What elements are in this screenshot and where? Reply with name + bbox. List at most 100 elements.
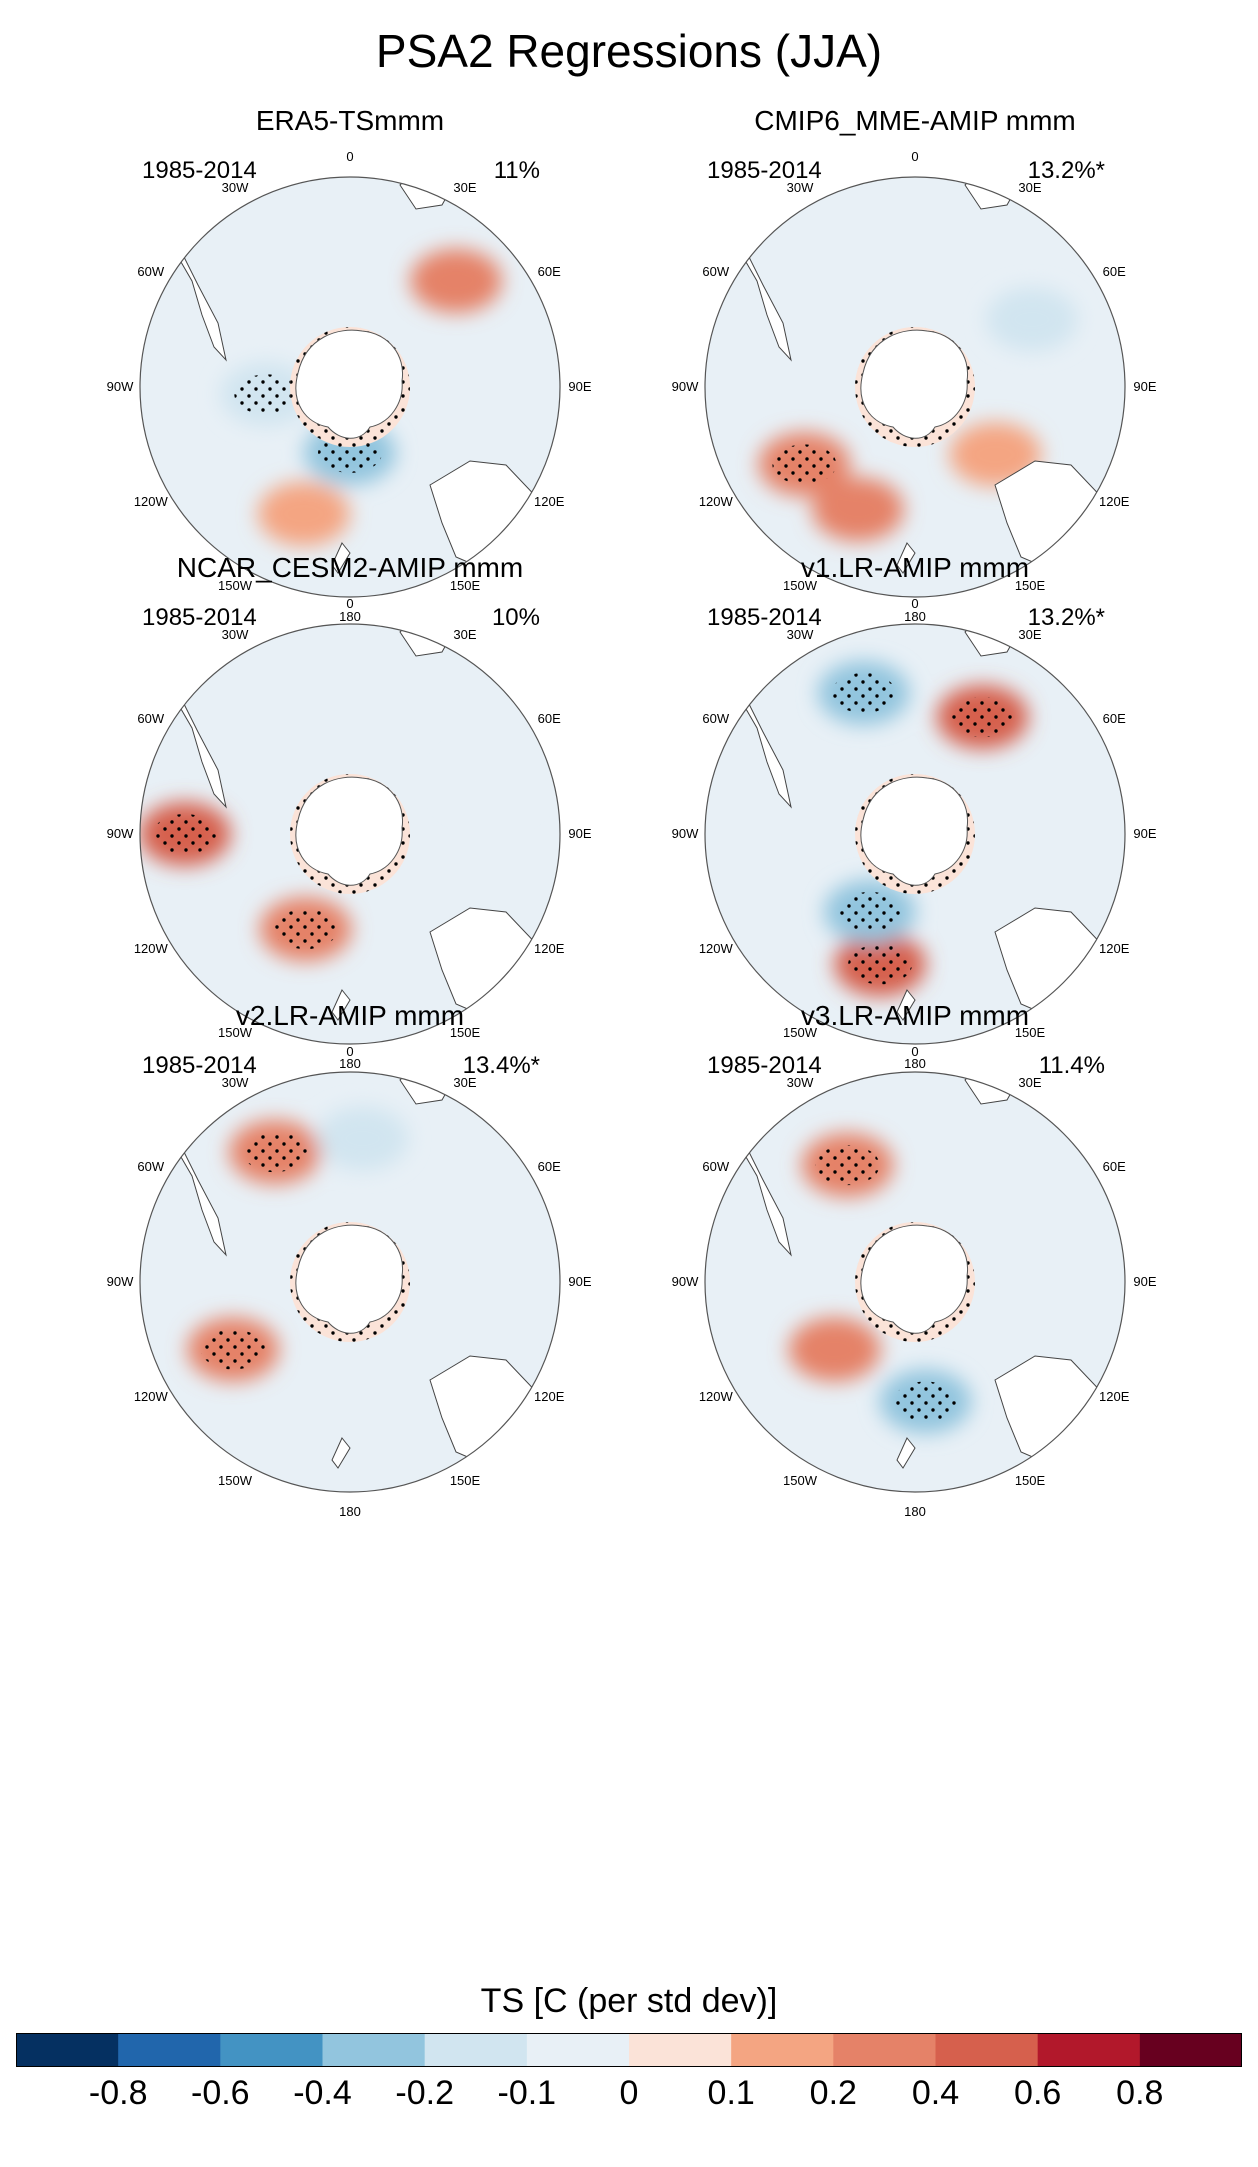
longitude-label: 90W <box>107 826 134 841</box>
longitude-label: 30W <box>222 627 249 642</box>
longitude-label: 30E <box>453 180 476 195</box>
longitude-label: 180 <box>904 1056 926 1071</box>
map-border <box>704 623 1126 1045</box>
anomaly-region <box>257 481 350 546</box>
longitude-label: 150W <box>218 1025 253 1040</box>
significance-stipple <box>234 374 299 415</box>
anomaly-region <box>788 1317 881 1382</box>
longitude-label: 60E <box>538 711 561 726</box>
colorbar-segment <box>935 2033 1039 2067</box>
colorbar-tick-label: 0.2 <box>809 2074 857 2112</box>
colorbar-tick-label: -0.1 <box>497 2074 557 2112</box>
panel-title: v3.LR-AMIP mmm <box>800 1000 1030 1031</box>
longitude-label: 90E <box>568 379 591 394</box>
longitude-label: 90W <box>107 1274 134 1289</box>
significance-stipple <box>772 444 837 485</box>
longitude-label: 30E <box>453 627 476 642</box>
longitude-label: 90W <box>672 379 699 394</box>
map-panel: 0 30E 60E 90E 120E 150E 180 150W 120W 90W 60W 30W ER… <box>70 105 630 665</box>
polar-map: 0 30E 60E 90E 120E 150E 180 150W 120W 90W 60W 30W <box>672 1044 1157 1519</box>
panel-variance-explained: 11.4% <box>1038 1052 1105 1079</box>
colorbar-tick-label: 0 <box>619 2074 639 2112</box>
longitude-label: 120W <box>699 494 734 509</box>
longitude-label: 90E <box>568 826 591 841</box>
longitude-label: 180 <box>339 1504 361 1519</box>
map-panel: 0 30E 60E 90E 120E 150E 180 150W 120W 90W 60W 30W v2… <box>70 1000 630 1560</box>
longitude-label: 120E <box>1099 494 1130 509</box>
colorbar-tick-label: -0.4 <box>293 2074 352 2112</box>
longitude-label: 30W <box>787 1075 814 1090</box>
longitude-label: 60E <box>538 264 561 279</box>
significance-stipple <box>950 697 1015 738</box>
colorbar-segment <box>424 2033 528 2067</box>
colorbar-segment <box>16 2033 119 2067</box>
longitude-label: 120E <box>534 1389 565 1404</box>
longitude-label: 150E <box>450 1473 481 1488</box>
longitude-label: 0 <box>911 149 918 164</box>
polar-map: 0 30E 60E 90E 120E 150E 180 150W 120W 90W 60W 30W <box>107 1044 592 1519</box>
new-zealand-landmass <box>896 1437 916 1469</box>
significance-stipple <box>273 909 338 950</box>
longitude-label: 30E <box>1018 180 1041 195</box>
longitude-label: 60E <box>538 1159 561 1174</box>
panel-variance-explained: 11% <box>493 157 540 184</box>
longitude-label: 60W <box>137 711 164 726</box>
antarctica-landmass <box>860 329 969 439</box>
polar-map: 0 30E 60E 90E 120E 150E 180 150W 120W 90W 60W 30W <box>672 596 1157 1071</box>
longitude-label: 60W <box>702 1159 729 1174</box>
longitude-label: 30E <box>453 1075 476 1090</box>
longitude-label: 120W <box>699 941 734 956</box>
significance-stipple <box>201 1329 266 1370</box>
polar-map: 0 30E 60E 90E 120E 150E 180 150W 120W 90W 60W 30W <box>107 149 592 624</box>
longitude-label: 60E <box>1103 264 1126 279</box>
antarctica-landmass <box>860 776 969 886</box>
longitude-label: 90E <box>568 1274 591 1289</box>
longitude-label: 120W <box>699 1389 734 1404</box>
longitude-label: 0 <box>911 596 918 611</box>
longitude-label: 120W <box>134 494 169 509</box>
colorbar-segment <box>118 2033 221 2067</box>
anomaly-region <box>811 477 904 542</box>
panel-title: v2.LR-AMIP mmm <box>235 1000 465 1031</box>
panel-variance-explained: 13.2%* <box>1027 157 1105 184</box>
antarctica-landmass <box>295 776 404 886</box>
colorbar-tick-label: 0.4 <box>911 2074 960 2112</box>
longitude-label: 180 <box>339 1056 361 1071</box>
longitude-label: 120E <box>534 941 565 956</box>
longitude-label: 120W <box>134 1389 169 1404</box>
longitude-label: 90W <box>107 379 134 394</box>
panel-variance-explained: 13.2%* <box>1027 604 1105 631</box>
longitude-label: 150E <box>1015 1025 1046 1040</box>
new-zealand-landmass <box>331 1437 351 1469</box>
panel-title: ERA5-TSmmm <box>255 105 445 136</box>
longitude-label: 150W <box>783 1025 818 1040</box>
new-zealand-landmass <box>331 989 351 1021</box>
longitude-label: 180 <box>339 609 361 624</box>
panel-title: v1.LR-AMIP mmm <box>800 552 1030 583</box>
longitude-label: 0 <box>346 596 353 611</box>
longitude-label: 90E <box>1133 379 1156 394</box>
longitude-label: 180 <box>904 609 926 624</box>
longitude-label: 30W <box>787 180 814 195</box>
longitude-label: 120E <box>534 494 565 509</box>
colorbar-tick-label: 0.1 <box>707 2074 755 2112</box>
new-zealand-landmass <box>331 542 351 574</box>
new-zealand-landmass <box>896 542 916 574</box>
longitude-label: 0 <box>911 1044 918 1059</box>
colorbar-ticks: -0.8 -0.6 -0.4 -0.2 -0.1 0 0.1 0.2 0.4 0.6 0.8 <box>0 2074 1258 2124</box>
longitude-label: 90W <box>672 1274 699 1289</box>
longitude-label: 30E <box>1018 627 1041 642</box>
panel-title: CMIP6_MME-AMIP mmm <box>754 105 1076 136</box>
longitude-label: 120W <box>134 941 169 956</box>
map-panel: 0 30E 60E 90E 120E 150E 180 150W 120W 90W 60W 30W v3… <box>635 1000 1195 1560</box>
longitude-label: 60E <box>1103 1159 1126 1174</box>
panel-title: NCAR_CESM2-AMIP mmm <box>176 552 524 583</box>
longitude-label: 150E <box>1015 1473 1046 1488</box>
antarctica-landmass <box>860 1224 969 1334</box>
longitude-label: 60W <box>702 711 729 726</box>
map-border <box>704 1071 1126 1493</box>
map-border <box>139 176 561 598</box>
longitude-label: 0 <box>346 149 353 164</box>
longitude-label: 30W <box>787 627 814 642</box>
figure-title: PSA2 Regressions (JJA) <box>375 25 883 77</box>
